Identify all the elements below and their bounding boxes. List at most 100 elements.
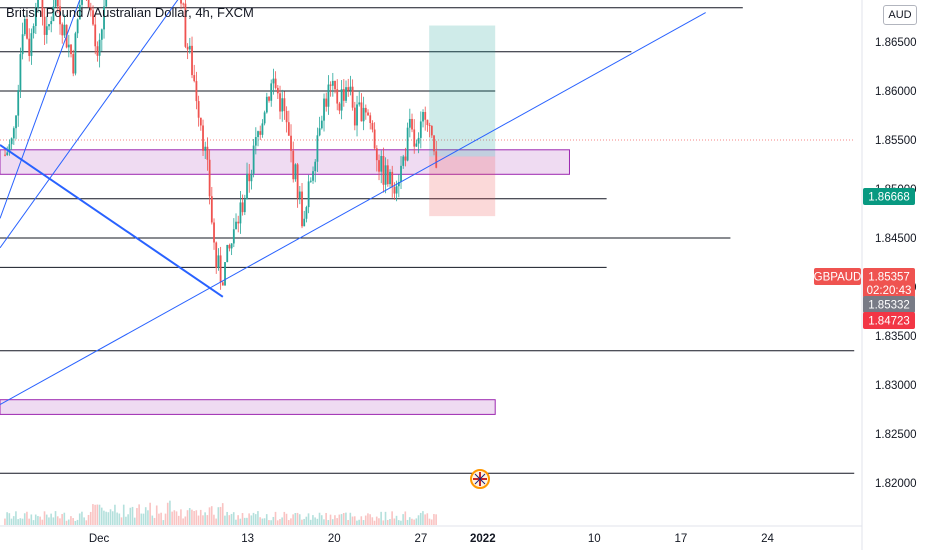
time-tick-label: Dec [89,533,110,545]
price-tick-label: 1.86500 [875,37,917,49]
candle [197,95,200,127]
position-profit-zone[interactable] [429,25,496,157]
trendline-4[interactable] [0,144,224,298]
volume-bar [358,519,360,525]
volume-bar [318,512,321,525]
candle [215,241,218,274]
countdown-text: 02:20:43 [867,285,912,297]
candle [422,109,424,128]
trendline-1[interactable] [0,0,260,249]
volume-bar [371,517,374,525]
candle [323,93,325,132]
support-resistance-zones[interactable] [0,0,570,415]
volume-bar [217,507,220,525]
volume-bar [276,520,279,525]
long-position-tool[interactable] [429,25,496,217]
volume-bar [382,520,385,525]
volume-bar [292,514,294,525]
volume-bar [406,519,409,525]
volume-bar [10,518,13,525]
volume-bar [298,514,301,525]
volume-bar [422,511,424,525]
candle [63,14,66,39]
candle [345,80,347,103]
last-price-text: 1.85357 [868,272,910,284]
volume-bar [52,517,55,525]
candle [318,116,321,137]
chart-title: British Pound / Australian Dollar, 4h, F… [6,5,254,20]
price-axis[interactable]: 1.895001.890001.885001.880001.875001.870… [875,0,917,490]
candle [221,280,224,286]
volume-bar [193,511,195,525]
candle [268,95,270,103]
volume-bar [428,518,431,525]
volume-bar [391,511,393,525]
volume-bar [74,520,77,525]
volume-bar [219,506,222,525]
volume-bar [109,509,112,525]
volume-bar [166,502,169,525]
candle [400,156,402,190]
volume-bar [369,514,371,525]
trendline-0[interactable] [0,0,161,219]
candle [100,28,103,52]
candle [54,0,57,8]
trendline-3[interactable] [0,12,706,406]
position-loss-zone[interactable] [429,156,496,217]
volume-bar [307,513,310,525]
volume-bar [213,514,215,525]
volume-bar [367,513,369,525]
zone-1[interactable] [0,149,570,175]
volume-bar [250,515,253,525]
volume-bar [50,513,52,525]
volume-bar [173,510,176,525]
time-axis[interactable]: Dec 13 20 27 2022 10 17 24 [89,533,775,545]
volume-bar [259,517,261,525]
candle [404,147,407,167]
volume-bar [435,514,437,525]
volume-bar [230,513,233,525]
candle [382,147,385,193]
volume-bar [221,503,224,525]
volume-bar [96,504,99,525]
currency-badge[interactable]: AUD [883,5,917,25]
candle [364,104,367,120]
volume-bar [378,518,380,525]
candle [296,162,299,208]
candle [402,154,405,169]
volume-bar [186,510,189,525]
candle [415,139,418,147]
candle [428,122,431,138]
volume-bar [235,519,237,525]
candle [257,130,259,147]
candle [384,157,387,194]
event-flag-uk[interactable] [470,469,490,489]
candle [202,119,204,156]
volume-bar [116,512,118,525]
volume-bar [89,511,92,525]
candle [30,28,33,65]
horizontal-levels[interactable] [0,0,855,474]
volume-bar [362,520,365,525]
volume-bar [257,511,259,525]
price-tick-label: 1.82000 [875,478,917,490]
candle [274,71,277,90]
price-tick-label: 1.82500 [875,429,917,441]
volume-bar [120,517,123,525]
price-tick-label: 1.86000 [875,86,917,98]
candle [103,0,105,39]
candle [351,79,354,111]
volume-bar [15,511,17,525]
volume-bar [138,504,140,525]
candle [252,138,255,178]
volume-bar [393,518,396,525]
axes [0,0,863,550]
candle [259,125,262,141]
volume-bar [342,513,345,525]
zone-2[interactable] [0,399,496,415]
volume-bar [19,518,22,525]
trendlines[interactable] [0,0,706,406]
volume-bar [380,511,382,525]
volume-bar [268,520,270,525]
